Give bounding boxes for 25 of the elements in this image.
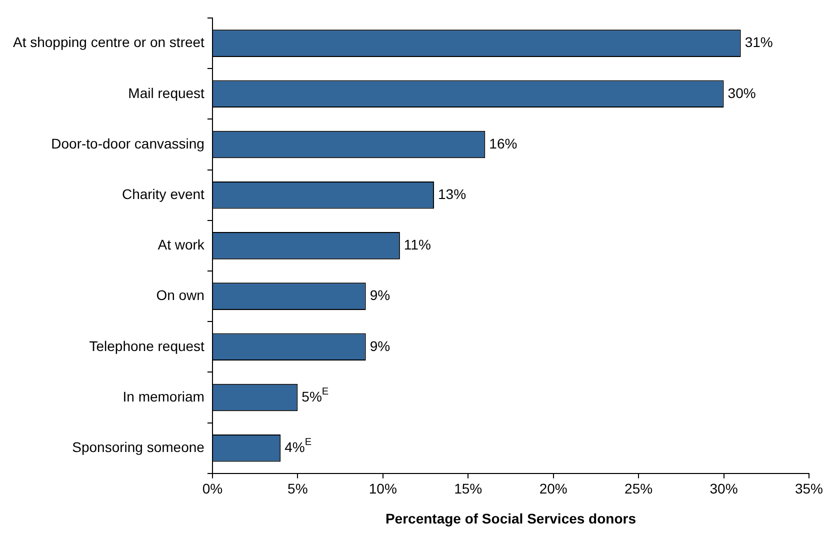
data-label: 16%: [489, 135, 518, 152]
x-tick-label: 35%: [794, 480, 824, 497]
y-tick-label: Telephone request: [89, 338, 205, 354]
y-tick-label: On own: [156, 287, 204, 304]
x-tick-label: 20%: [539, 480, 568, 497]
x-tick-label: 0%: [202, 480, 223, 497]
y-tick-label: Charity event: [122, 186, 205, 202]
x-tick-label: 15%: [454, 480, 482, 497]
y-tick-label: At work: [158, 236, 206, 253]
x-tick-label: 10%: [368, 480, 397, 497]
x-tick-label: 25%: [624, 480, 653, 497]
data-label: 30%: [728, 84, 756, 101]
x-tick-label: 30%: [710, 480, 738, 497]
x-axis-title: Percentage of Social Services donors: [385, 510, 636, 526]
data-label: 9%: [370, 338, 390, 354]
data-label: 31%: [744, 34, 773, 50]
x-tick-label: 5%: [288, 480, 308, 497]
y-tick-label: Door-to-door canvassing: [51, 135, 204, 152]
y-tick-label: Sponsoring someone: [72, 438, 205, 455]
data-label: 13%: [438, 186, 466, 202]
data-label: 9%: [370, 287, 390, 304]
data-label: 11%: [404, 236, 431, 253]
y-tick-label: In memoriam: [122, 388, 204, 404]
y-tick-label: Mail request: [128, 84, 205, 101]
y-tick-label: At shopping centre or on street: [12, 34, 205, 50]
